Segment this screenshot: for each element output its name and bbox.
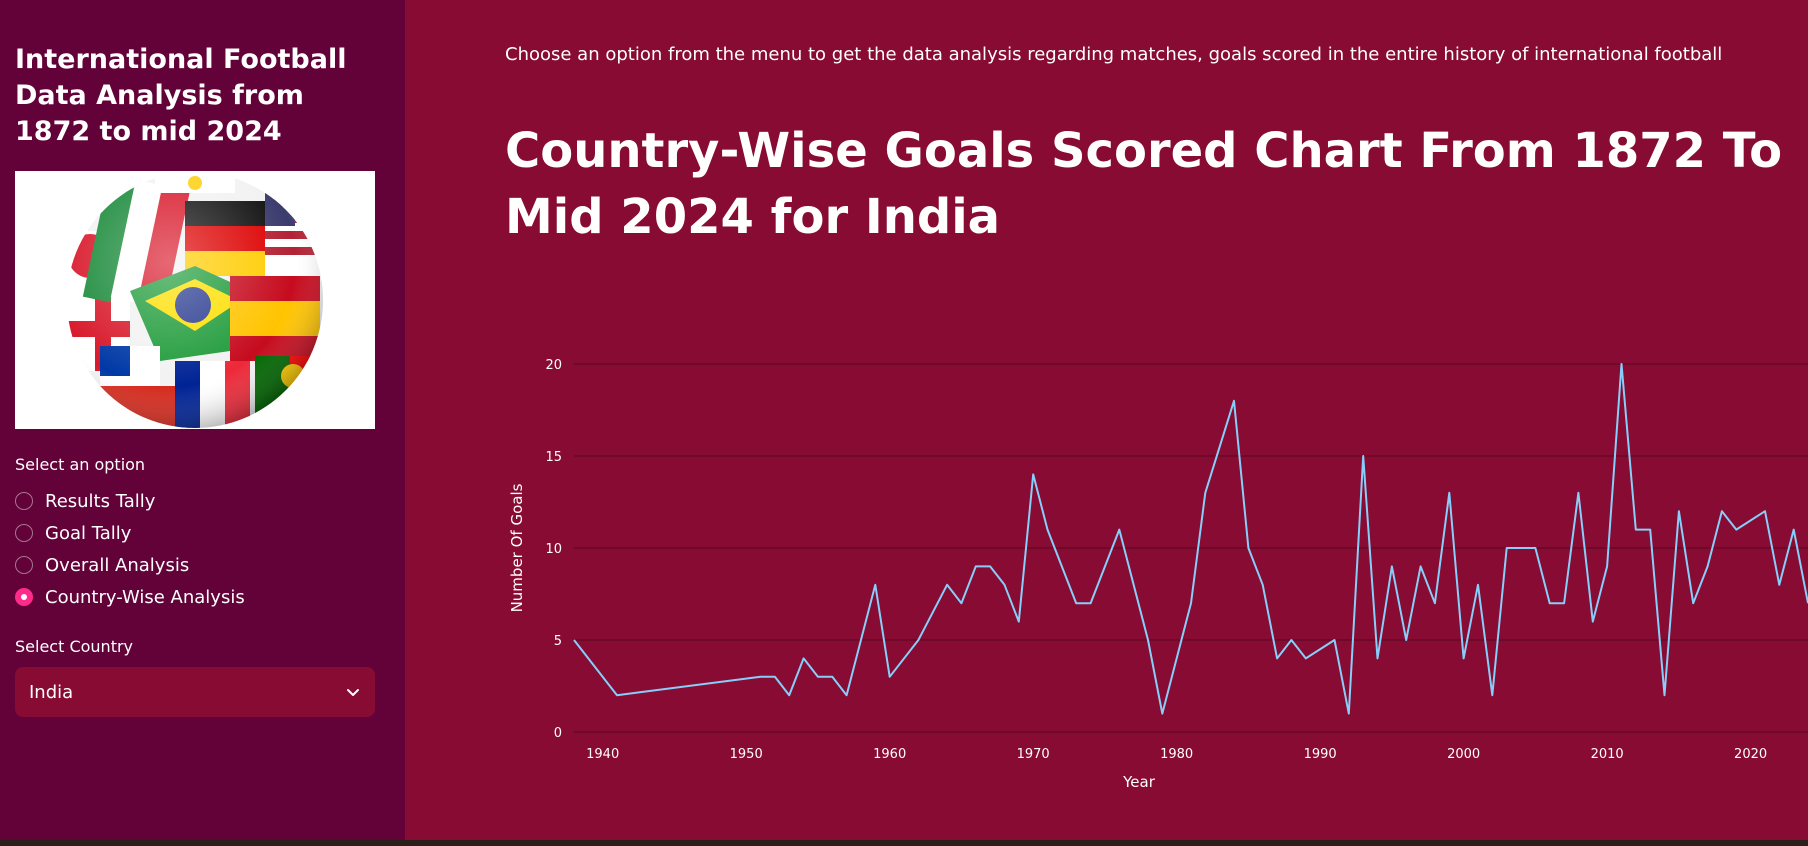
radio-label: Goal Tally [45, 522, 132, 544]
page-title: Country-Wise Goals Scored Chart From 187… [505, 123, 1783, 245]
option-label: Select an option [15, 455, 146, 474]
football-flags-icon [67, 172, 323, 428]
y-tick-label: 5 [554, 634, 562, 649]
x-tick-label: 2010 [1591, 747, 1624, 762]
y-tick-label: 20 [545, 358, 562, 373]
goals-line-chart[interactable]: 0 5 10 15 20 1940 1950 1960 1970 1980 1990 2000 2010… [500, 340, 1808, 800]
radio-goal-tally[interactable]: Goal Tally [15, 519, 131, 547]
x-tick-label: 1980 [1160, 747, 1193, 762]
y-tick-label: 10 [545, 542, 562, 557]
radio-country-wise-analysis[interactable]: Country-Wise Analysis [15, 583, 245, 611]
country-select[interactable]: India [15, 667, 375, 717]
x-tick-label: 2020 [1734, 747, 1767, 762]
radio-results-tally[interactable]: Results Tally [15, 487, 155, 515]
country-select-value: India [29, 681, 74, 703]
radio-overall-analysis[interactable]: Overall Analysis [15, 551, 189, 579]
sidebar-title: International Football Data Analysis fro… [15, 44, 347, 147]
radio-circle-icon [15, 524, 33, 542]
x-tick-label: 1950 [730, 747, 763, 762]
x-tick-label: 2000 [1447, 747, 1480, 762]
page-description: Choose an option from the menu to get th… [505, 44, 1723, 65]
radio-label: Overall Analysis [45, 554, 190, 576]
y-tick-label: 0 [554, 726, 562, 741]
radio-circle-icon [15, 492, 33, 510]
x-axis-label: Year [1122, 773, 1156, 791]
goals-series-line [573, 363, 1808, 715]
x-tick-label: 1960 [873, 747, 906, 762]
radio-label: Results Tally [45, 490, 156, 512]
football-flags-image [15, 171, 375, 429]
radio-circle-icon [15, 556, 33, 574]
country-label: Select Country [15, 637, 134, 656]
radio-checked-icon [15, 588, 33, 606]
y-axis-label: Number Of Goals [508, 483, 526, 612]
radio-label: Country-Wise Analysis [45, 586, 245, 608]
x-tick-label: 1970 [1017, 747, 1050, 762]
y-tick-label: 15 [545, 450, 562, 465]
chevron-down-icon [347, 689, 359, 696]
bottom-strip [0, 840, 1808, 846]
sidebar: International Football Data Analysis fro… [0, 0, 405, 846]
x-tick-label: 1940 [586, 747, 619, 762]
x-tick-label: 1990 [1304, 747, 1337, 762]
